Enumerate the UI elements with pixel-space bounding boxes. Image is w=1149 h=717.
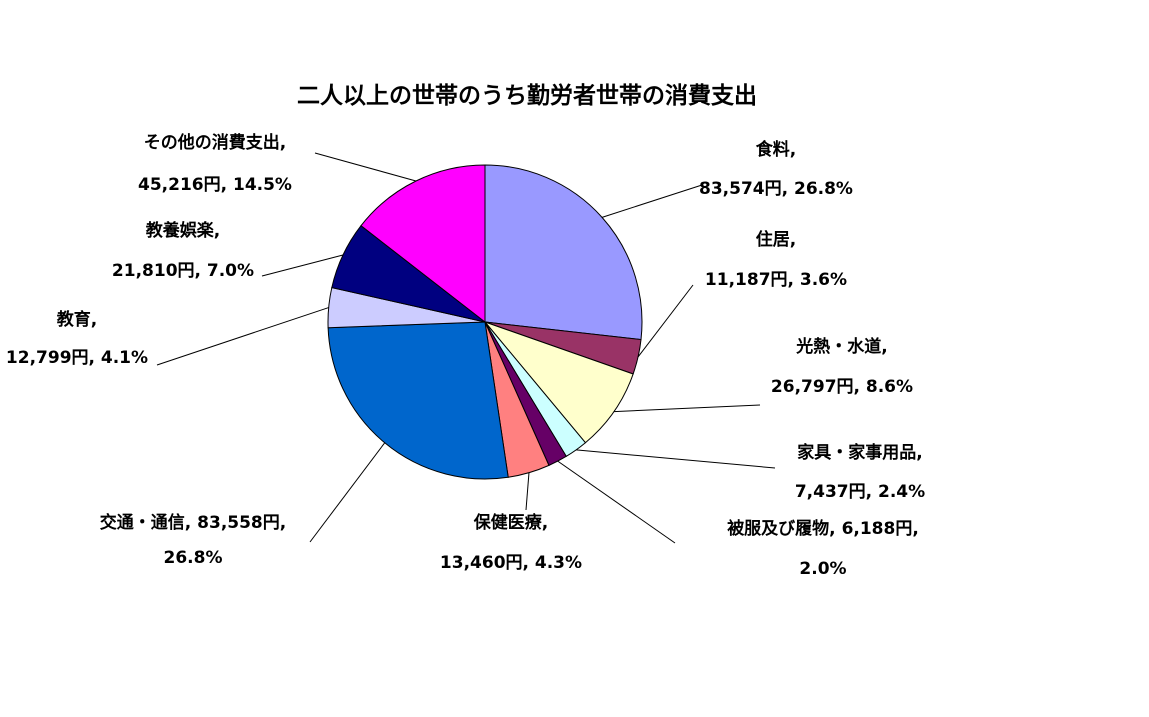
pie-slices <box>327 164 643 480</box>
slice-label-5-line1: 被服及び履物, 6,188円, <box>727 518 919 539</box>
leader-line-4 <box>576 449 776 469</box>
slice-label-5-line2: 2.0% <box>799 559 846 579</box>
slice-label-9-line2: 21,810円, 7.0% <box>112 261 254 281</box>
leader-line-1 <box>601 184 703 218</box>
pie-slice-1 <box>484 164 643 341</box>
slice-label-3-line1: 光熱・水道, <box>795 336 887 357</box>
slice-label-6-line1: 保健医療, <box>473 512 548 533</box>
pie-slice-7 <box>327 321 509 480</box>
leader-line-3 <box>613 404 761 413</box>
slice-label-7-line2: 26.8% <box>164 548 223 568</box>
leader-line-5 <box>557 460 676 544</box>
slice-label-7-line1: 交通・通信, 83,558円, <box>100 512 286 533</box>
slice-label-4-line2: 7,437円, 2.4% <box>795 482 925 502</box>
leader-line-2 <box>637 284 694 358</box>
slice-label-9-line1: 教養娯楽, <box>145 220 220 241</box>
pie-slice-3 <box>483 320 634 444</box>
leader-line-9 <box>261 254 344 277</box>
slice-label-8-line1: 教育, <box>56 309 97 330</box>
leader-line-6 <box>525 472 530 511</box>
chart-title: 二人以上の世帯のうち勤労者世帯の消費支出 <box>297 82 757 109</box>
slice-label-8-line2: 12,799円, 4.1% <box>6 348 148 368</box>
slice-label-1-line2: 83,574円, 26.8% <box>699 179 853 199</box>
leader-lines <box>156 152 776 544</box>
slice-labels: 食料, 83,574円, 26.8% 住居, 11,187円, 3.6% 光熱・水道, 2… <box>6 132 925 579</box>
slice-label-6-line2: 13,460円, 4.3% <box>440 553 582 573</box>
slice-label-2-line2: 11,187円, 3.6% <box>705 270 847 290</box>
slice-label-10-line2: 45,216円, 14.5% <box>138 175 292 195</box>
leader-line-8 <box>156 307 329 366</box>
slice-label-4-line1: 家具・家事用品, <box>797 442 922 463</box>
slice-label-1-line1: 食料, <box>756 139 796 160</box>
leader-line-10 <box>314 152 417 182</box>
slice-label-3-line2: 26,797円, 8.6% <box>771 377 913 397</box>
slice-label-10-line1: その他の消費支出, <box>144 132 286 153</box>
slice-label-2-line1: 住居, <box>756 229 796 250</box>
leader-line-7 <box>309 442 386 543</box>
